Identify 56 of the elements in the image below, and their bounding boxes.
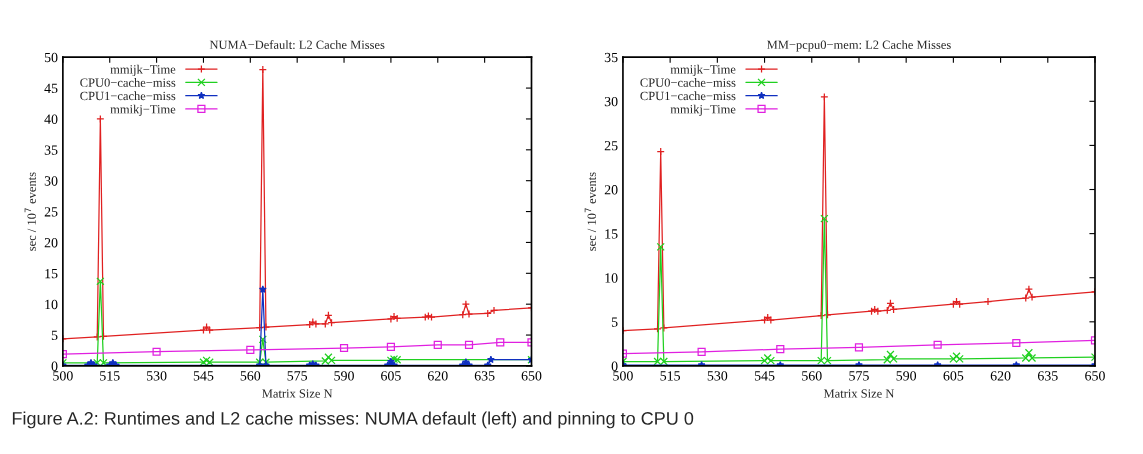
x-tick-label: 560: [802, 371, 822, 381]
y-tick-label: 0: [51, 361, 58, 371]
y-tick-label: 20: [604, 185, 618, 195]
x-tick-label: 605: [381, 371, 401, 381]
x-axis-title: Matrix Size N: [823, 389, 895, 398]
y-tick-label: 5: [611, 317, 618, 327]
y-tick-label: 50: [44, 52, 58, 63]
x-tick-label: 500: [613, 371, 633, 381]
x-tick-label: 650: [1085, 371, 1105, 381]
x-tick-label: 620: [990, 371, 1011, 381]
x-tick-label: 635: [1037, 371, 1058, 381]
y-axis-title: sec / 10$^{7}$ events: [584, 172, 596, 251]
x-tick-label: 635: [474, 371, 495, 381]
y-tick-label: 40: [44, 114, 58, 124]
y-tick-label: 45: [44, 83, 58, 94]
x-tick-label: 590: [334, 371, 354, 381]
y-tick-label: 30: [44, 176, 58, 186]
y-tick-label: 10: [605, 273, 618, 283]
x-tick-label: 620: [427, 371, 448, 381]
x-tick-label: 545: [754, 371, 775, 381]
text: Figure A.2: Runtimes and L2 cache misses: NUMA default (left) and pinning to CPU 0: [12, 411, 694, 429]
legend-label: mmijk−Time: [670, 64, 736, 77]
x-tick-label: 515: [660, 371, 681, 381]
x-tick-label: 575: [287, 371, 308, 381]
y-tick-label: 10: [45, 299, 58, 310]
x-tick-label: 650: [521, 371, 542, 381]
x-tick-label: 515: [100, 371, 120, 381]
y-tick-label: 15: [605, 229, 618, 239]
x-axis-title: Matrix Size N: [262, 389, 333, 398]
y-tick-label: 25: [604, 141, 618, 151]
legend-label: mmijk−Time: [110, 64, 176, 77]
y-tick-label: 0: [611, 361, 618, 371]
x-tick-label: 605: [943, 371, 964, 381]
legend-label: CPU1−cache−miss: [80, 91, 176, 101]
x-tick-label: 590: [896, 371, 917, 381]
chart-title: MM−pcpu0−mem: L2 Cache Misses: [767, 40, 951, 52]
y-tick-label: 30: [604, 96, 618, 107]
y-tick-label: 25: [44, 207, 58, 217]
legend-label: mmikj−Time: [670, 104, 736, 116]
legend-label: CPU1−cache−miss: [640, 91, 736, 101]
y-tick-label: 35: [44, 145, 58, 155]
x-tick-label: 530: [146, 371, 167, 381]
x-tick-label: 545: [193, 371, 214, 381]
y-tick-label: 5: [51, 330, 58, 341]
y-axis-title: sec / 10$^{7}$ events: [24, 172, 36, 251]
x-tick-label: 575: [849, 371, 869, 381]
chart-title: NUMA−Default: L2 Cache Misses: [209, 40, 385, 50]
legend-label: CPU0−cache−miss: [640, 78, 736, 87]
x-tick-label: 500: [53, 371, 73, 381]
x-tick-label: 530: [707, 371, 728, 381]
y-tick-label: 20: [44, 238, 58, 248]
x-tick-label: 560: [240, 371, 261, 381]
legend-label: mmikj−Time: [110, 104, 176, 116]
y-tick-label: 35: [604, 52, 618, 63]
legend-label: CPU0−cache−miss: [80, 78, 176, 87]
y-tick-label: 15: [45, 268, 58, 279]
